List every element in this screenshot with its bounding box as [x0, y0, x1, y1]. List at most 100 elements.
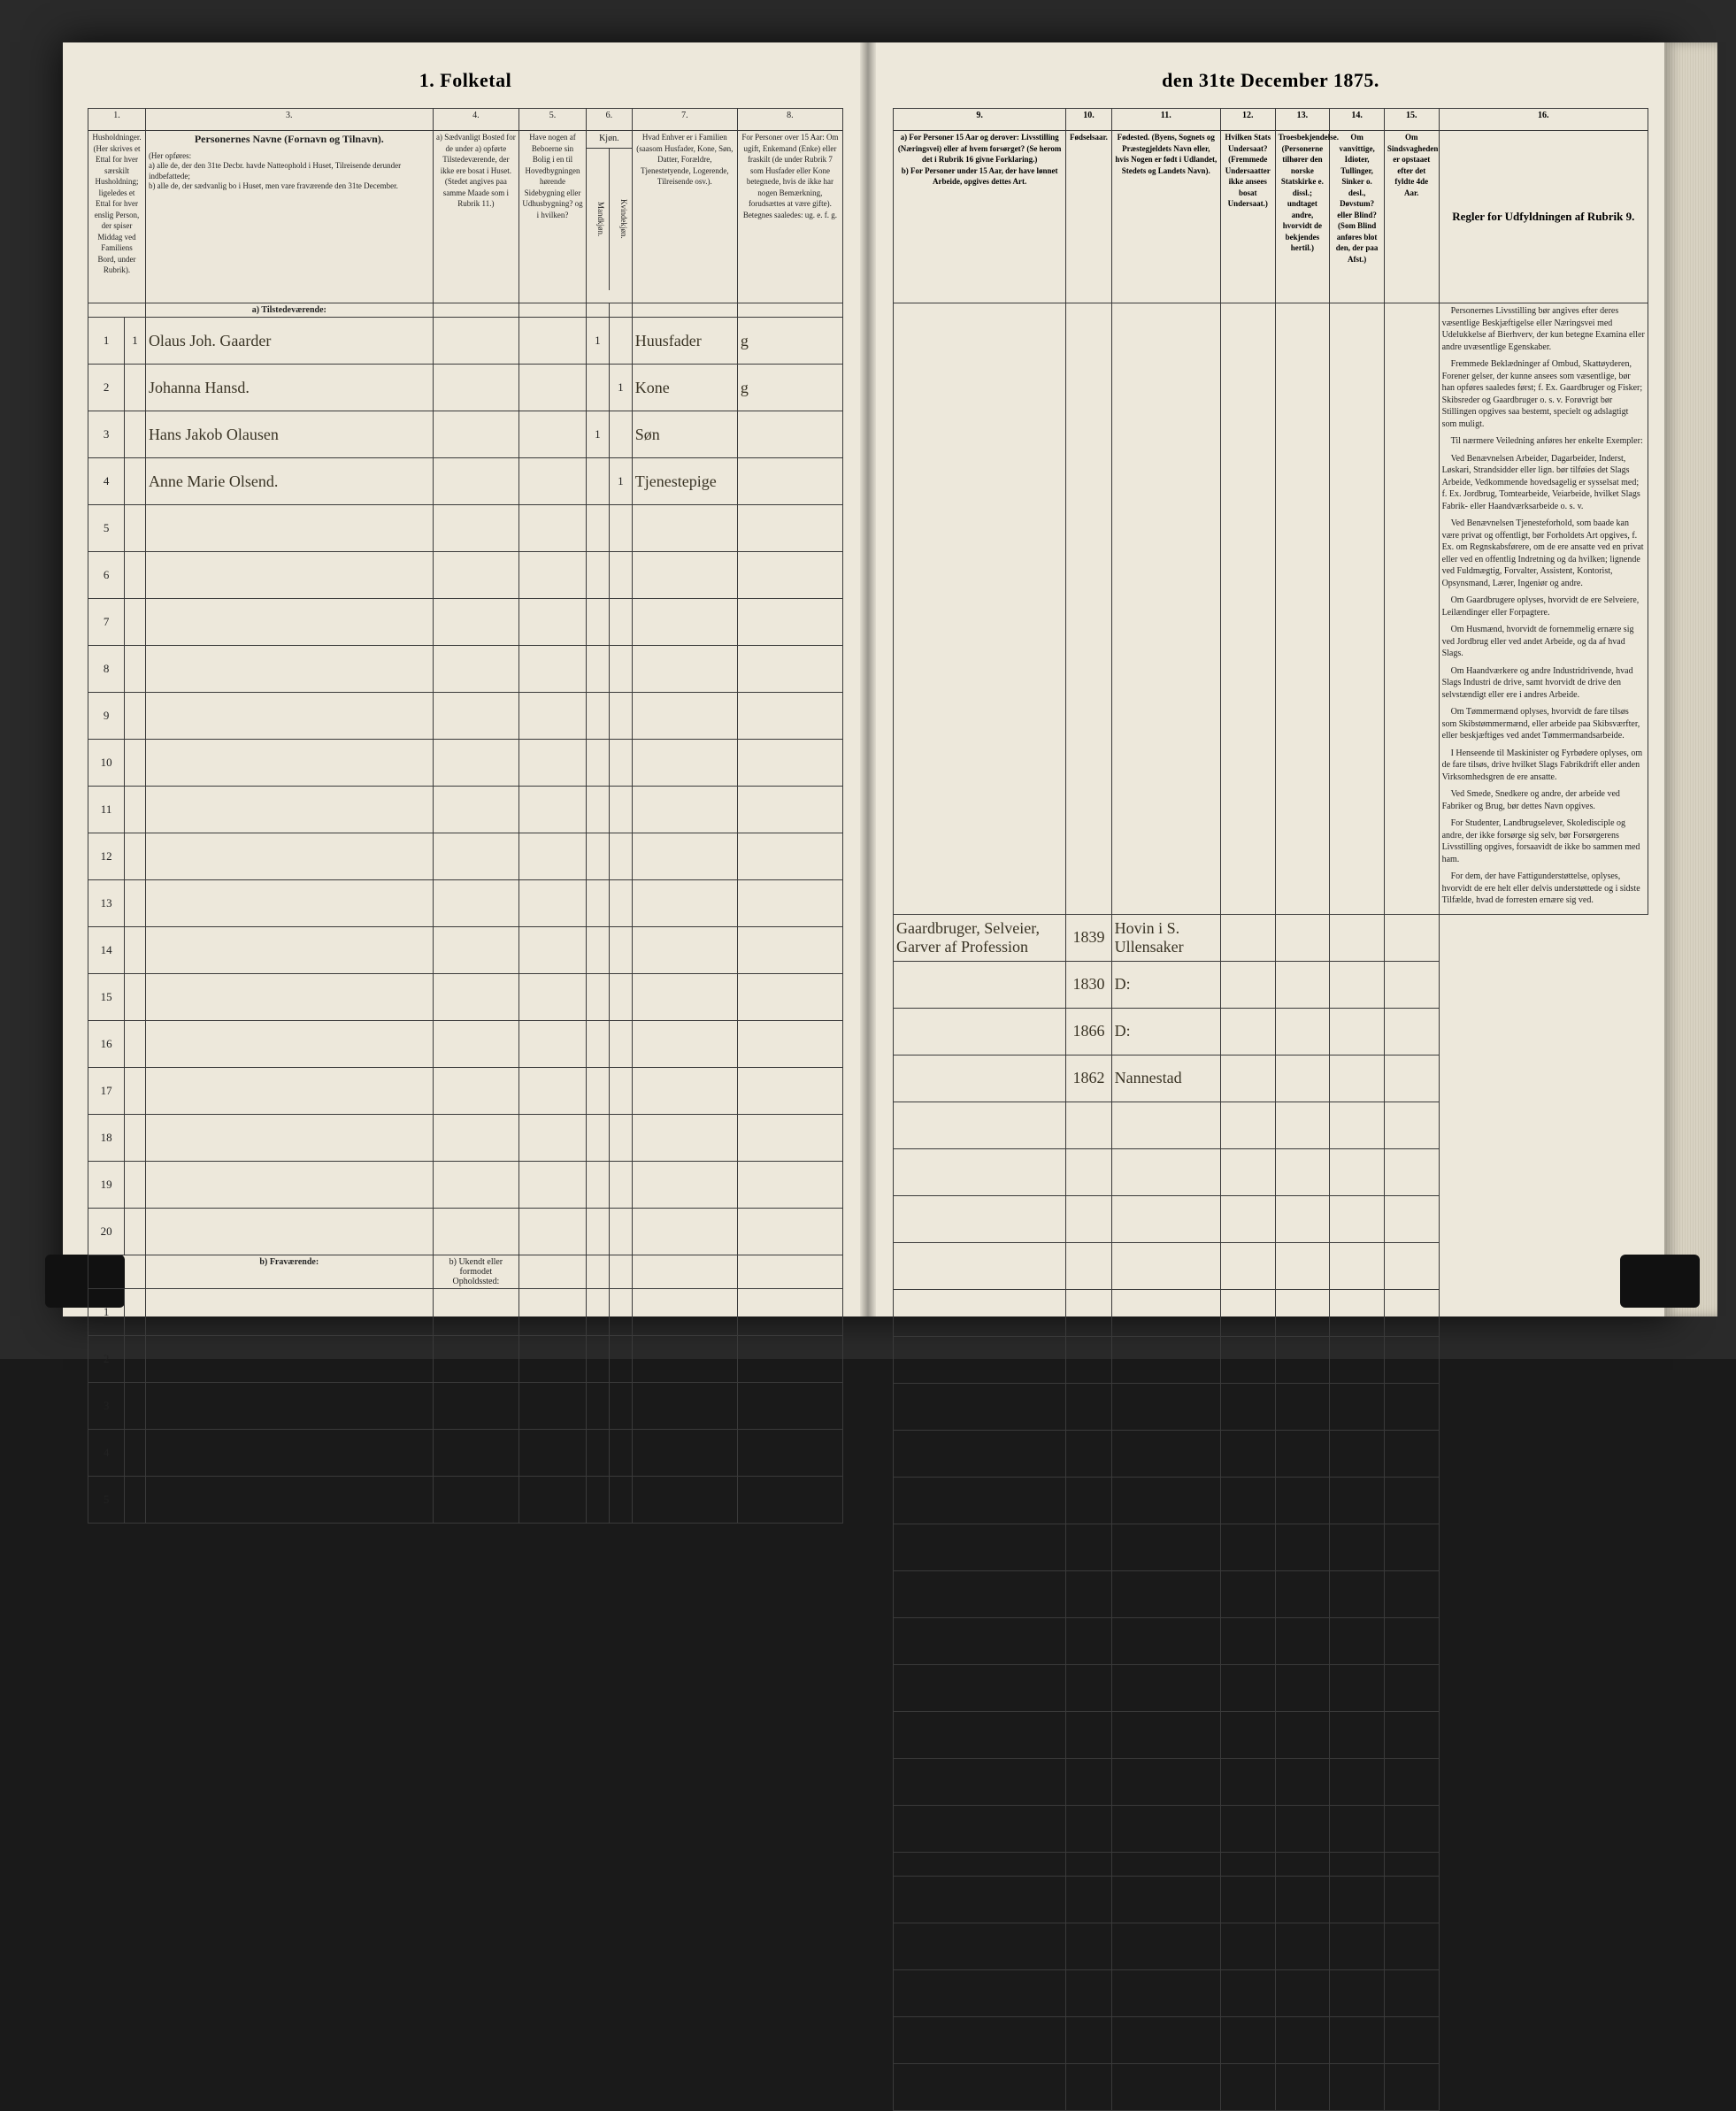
coln-16: 16. [1439, 109, 1648, 131]
table-row: 10 [88, 740, 843, 787]
table-row: 16 [88, 1021, 843, 1068]
table-row: 11 [88, 787, 843, 833]
table-row: 14 [88, 927, 843, 974]
table-row [894, 1242, 1648, 1289]
book-spine [860, 42, 876, 1316]
hdr-13: Troesbekjendelse. (Personerne tilhører d… [1275, 131, 1330, 303]
table-row: 15 [88, 974, 843, 1021]
section-b-row-r [894, 1852, 1648, 1876]
section-b-row: b) Fraværende: b) Ukendt eller formodet … [88, 1255, 843, 1289]
hdr-10: Fødselsaar. [1066, 131, 1111, 303]
table-row: Gaardbruger, Selveier, Garver af Profess… [894, 914, 1648, 961]
page-spread: 1. Folketal 1. 3. 4. 5. 6. 7. 8. [63, 42, 1673, 1316]
colnum-row-right: 9. 10. 11. 12. 13. 14. 15. 16. [894, 109, 1648, 131]
section-a-label: a) Tilstedeværende: [145, 303, 433, 318]
table-row: 18 [88, 1115, 843, 1162]
table-row [894, 1148, 1648, 1195]
table-row: 6 [88, 552, 843, 599]
table-row [894, 1102, 1648, 1148]
rules-paragraph: Om Haandværkere og andre Industridrivend… [1442, 665, 1645, 702]
table-row [894, 1336, 1648, 1383]
hdr-11: Fødested. (Byens, Sognets og Præstegjeld… [1111, 131, 1220, 303]
coln-6: 6. [586, 109, 632, 131]
section-a-row: a) Tilstedeværende: [88, 303, 843, 318]
table-row [894, 1289, 1648, 1336]
header-row-left: Husholdninger. (Her skrives et Ettal for… [88, 131, 843, 303]
coln-4: 4. [433, 109, 518, 131]
table-row: 13 [88, 880, 843, 927]
coln-1: 1. [88, 109, 146, 131]
table-row: 3Hans Jakob Olausen1Søn [88, 411, 843, 458]
hdr-12: Hvilken Stats Undersaat? (Fremmede Under… [1220, 131, 1275, 303]
rules-paragraph: Fremmede Beklædninger af Ombud, Skattøyd… [1442, 358, 1645, 430]
coln-12: 12. [1220, 109, 1275, 131]
coln-14: 14. [1330, 109, 1385, 131]
book-scan: 1. Folketal 1. 3. 4. 5. 6. 7. 8. [0, 0, 1736, 1359]
page-title-right: den 31te December 1875. [893, 69, 1648, 92]
coln-13: 13. [1275, 109, 1330, 131]
hdr-14: Om vanvittige, Idioter, Tullinger, Sinke… [1330, 131, 1385, 303]
hdr-1: Husholdninger. (Her skrives et Ettal for… [88, 131, 146, 303]
hdr-5: Have nogen af Beboerne sin Bolig i en ti… [519, 131, 587, 303]
rules-paragraph: Om Husmænd, hvorvidt de fornemmelig ernæ… [1442, 624, 1645, 660]
rules-paragraph: Ved Benævnelsen Arbeider, Dagarbeider, I… [1442, 453, 1645, 513]
table-row: 3 [88, 1383, 843, 1430]
table-row: 7 [88, 599, 843, 646]
table-row [894, 1617, 1648, 1664]
rules-paragraph: I Henseende til Maskinister og Fyrbødere… [1442, 748, 1645, 784]
rules-paragraph: Om Gaardbrugere oplyses, hvorvidt de ere… [1442, 595, 1645, 618]
table-row: 20 [88, 1209, 843, 1255]
hdr-4: a) Sædvanligt Bosted for de under a) opf… [433, 131, 518, 303]
table-row: 19 [88, 1162, 843, 1209]
table-row: 1866D: [894, 1008, 1648, 1055]
coln-3: 3. [145, 109, 433, 131]
table-row: 4 [88, 1430, 843, 1477]
coln-15: 15. [1384, 109, 1439, 131]
colnum-row: 1. 3. 4. 5. 6. 7. 8. [88, 109, 843, 131]
table-row [894, 1805, 1648, 1852]
table-row [894, 1923, 1648, 1969]
hdr-9: a) For Personer 15 Aar og derover: Livss… [894, 131, 1066, 303]
coln-8: 8. [737, 109, 842, 131]
table-row: 5 [88, 1477, 843, 1524]
rules-paragraph: For Studenter, Landbrugselever, Skoledis… [1442, 818, 1645, 865]
section-a-row-r: Personernes Livsstilling bør angives eft… [894, 303, 1648, 915]
table-row [894, 2016, 1648, 2063]
right-page: den 31te December 1875. 9. 10. 11. 12. 1… [868, 42, 1673, 1316]
table-row: 8 [88, 646, 843, 693]
table-row: 4Anne Marie Olsend.1Tjenestepige [88, 458, 843, 505]
rules-paragraph: Personernes Livsstilling bør angives eft… [1442, 305, 1645, 353]
header-row-right: a) For Personer 15 Aar og derover: Livss… [894, 131, 1648, 303]
table-row: 5 [88, 505, 843, 552]
hdr-16: Regler for Udfyldningen af Rubrik 9. [1439, 131, 1648, 303]
coln-11: 11. [1111, 109, 1220, 131]
page-title-left: 1. Folketal [88, 69, 843, 92]
table-row: 2Johanna Hansd.1Koneg [88, 365, 843, 411]
coln-5: 5. [519, 109, 587, 131]
hdr-6: Kjøn. Mandkjøn. Kvindekjøn. [586, 131, 632, 303]
table-row [894, 1524, 1648, 1570]
table-row [894, 1711, 1648, 1758]
rules-paragraph: For dem, der have Fattigunderstøttelse, … [1442, 871, 1645, 907]
table-row [894, 1195, 1648, 1242]
table-row: 12 [88, 833, 843, 880]
rules-paragraph: Til nærmere Veiledning anføres her enkel… [1442, 435, 1645, 448]
hdr-3: Personernes Navne (Fornavn og Tilnavn). … [145, 131, 433, 303]
rules-paragraph: Om Tømmermænd oplyses, hvorvidt de fare … [1442, 706, 1645, 742]
table-row [894, 1969, 1648, 2016]
coln-9: 9. [894, 109, 1066, 131]
table-row: 1862Nannestad [894, 1055, 1648, 1102]
table-row [894, 1430, 1648, 1477]
rules-text: Personernes Livsstilling bør angives eft… [1439, 303, 1648, 915]
table-row [894, 1477, 1648, 1524]
hdr-8: For Personer over 15 Aar: Om ugift, Enke… [737, 131, 842, 303]
table-row [894, 1570, 1648, 1617]
hdr-7: Hvad Enhver er i Familien (saasom Husfad… [632, 131, 737, 303]
table-row [894, 1383, 1648, 1430]
table-row: 1830D: [894, 961, 1648, 1008]
coln-10: 10. [1066, 109, 1111, 131]
table-row: 1 [88, 1289, 843, 1336]
section-b-col4: b) Ukendt eller formodet Opholdssted: [433, 1255, 518, 1289]
hdr-15: Om Sindsvagheden er opstaaet efter det f… [1384, 131, 1439, 303]
coln-7: 7. [632, 109, 737, 131]
